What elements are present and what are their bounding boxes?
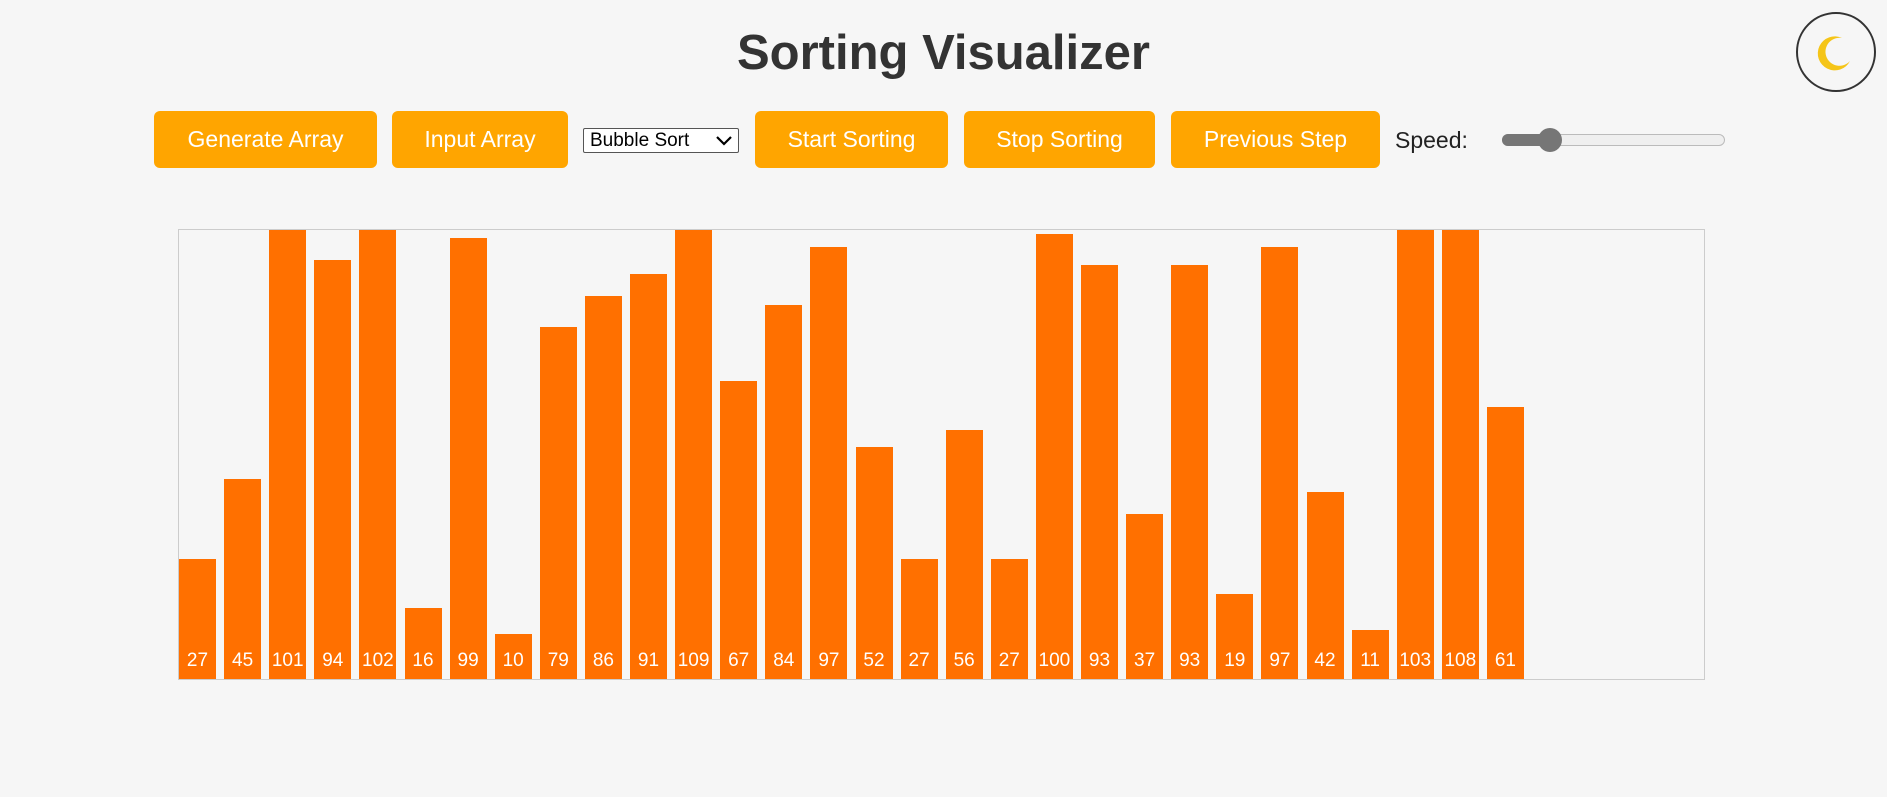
array-bar [179, 558, 216, 679]
moon-icon [1817, 36, 1850, 71]
array-bar [1171, 264, 1209, 679]
array-bar [584, 296, 622, 679]
array-bar [449, 238, 487, 679]
array-bar [990, 558, 1028, 679]
bar-label: 27 [998, 650, 1020, 671]
array-container: 27 45 101 94 102 16 99 10 79 86 91 109 67 84 97 52 27 56 2… [178, 229, 1705, 680]
array-bar [675, 230, 713, 679]
array-bar [900, 558, 938, 679]
generate-button[interactable]: Generate Array [154, 111, 377, 168]
stop-button[interactable]: Stop Sorting [964, 111, 1155, 168]
start-button[interactable]: Start Sorting [755, 111, 948, 168]
array-bar [1306, 491, 1344, 679]
bar-label: 103 [1399, 650, 1432, 671]
moon [1817, 36, 1850, 71]
array-bar [1351, 630, 1389, 679]
previous-button[interactable]: Previous Step [1171, 111, 1380, 168]
array-bar [404, 607, 442, 679]
bar-label: 102 [362, 650, 394, 671]
bar-label: 100 [1038, 650, 1071, 671]
dropdown-arrow [716, 136, 732, 146]
bar-label: 99 [457, 650, 479, 671]
array-bar [539, 327, 577, 679]
bar-label: 42 [1314, 650, 1336, 671]
bar-label: 84 [773, 650, 795, 671]
bar-label: 109 [677, 650, 710, 671]
bar-label: 67 [728, 650, 750, 671]
array-bar [1035, 233, 1073, 679]
algorithm-select[interactable]: Bubble Sort [583, 128, 739, 153]
speed-label: Speed: [1395, 127, 1468, 153]
bar-label: 10 [502, 650, 524, 671]
bar-label: 93 [1179, 650, 1201, 671]
bar-label: 27 [908, 650, 930, 671]
array-bar [855, 447, 893, 679]
bar-label: 27 [186, 650, 209, 671]
array-bar [1126, 514, 1164, 679]
bar-label: 16 [412, 650, 434, 671]
bar-label: 52 [863, 650, 885, 671]
array-bar [359, 230, 397, 679]
algorithm-option: Bubble Sort [590, 130, 690, 151]
bar-label: 11 [1360, 650, 1380, 671]
array-bar [630, 273, 667, 679]
bar-label: 108 [1444, 650, 1477, 671]
array-bar [1396, 230, 1434, 679]
array-bar [314, 260, 352, 679]
input-button[interactable]: Input Array [392, 111, 568, 168]
bar-label: 45 [232, 650, 254, 671]
bar-label: 97 [1269, 650, 1291, 671]
array-bar [945, 429, 983, 679]
array-bar [494, 634, 532, 679]
bar-label: 61 [1494, 650, 1516, 671]
array-bar [1261, 247, 1299, 679]
array-bar [1081, 264, 1118, 679]
theme-toggle[interactable] [1796, 12, 1876, 92]
array-bar [765, 304, 803, 679]
bar-label: 94 [322, 650, 344, 671]
array-bar [224, 478, 262, 679]
array-bar [1486, 407, 1524, 679]
array-bar [720, 380, 758, 679]
bar-label: 79 [547, 650, 569, 671]
array-bar [1216, 594, 1254, 679]
array-bar [269, 230, 307, 679]
bar-label: 86 [592, 650, 614, 671]
speed-thumb[interactable] [1538, 128, 1562, 152]
page-title: Sorting Visualizer [737, 26, 1150, 80]
bar-label: 91 [637, 650, 660, 671]
bar-label: 19 [1224, 650, 1246, 671]
array-bar [810, 247, 848, 679]
bar-label: 93 [1088, 650, 1111, 671]
bar-label: 97 [818, 650, 840, 671]
bar-label: 37 [1134, 650, 1156, 671]
bar-label: 56 [953, 650, 975, 671]
bar-label: 101 [271, 650, 304, 671]
array-bar [1441, 230, 1479, 679]
